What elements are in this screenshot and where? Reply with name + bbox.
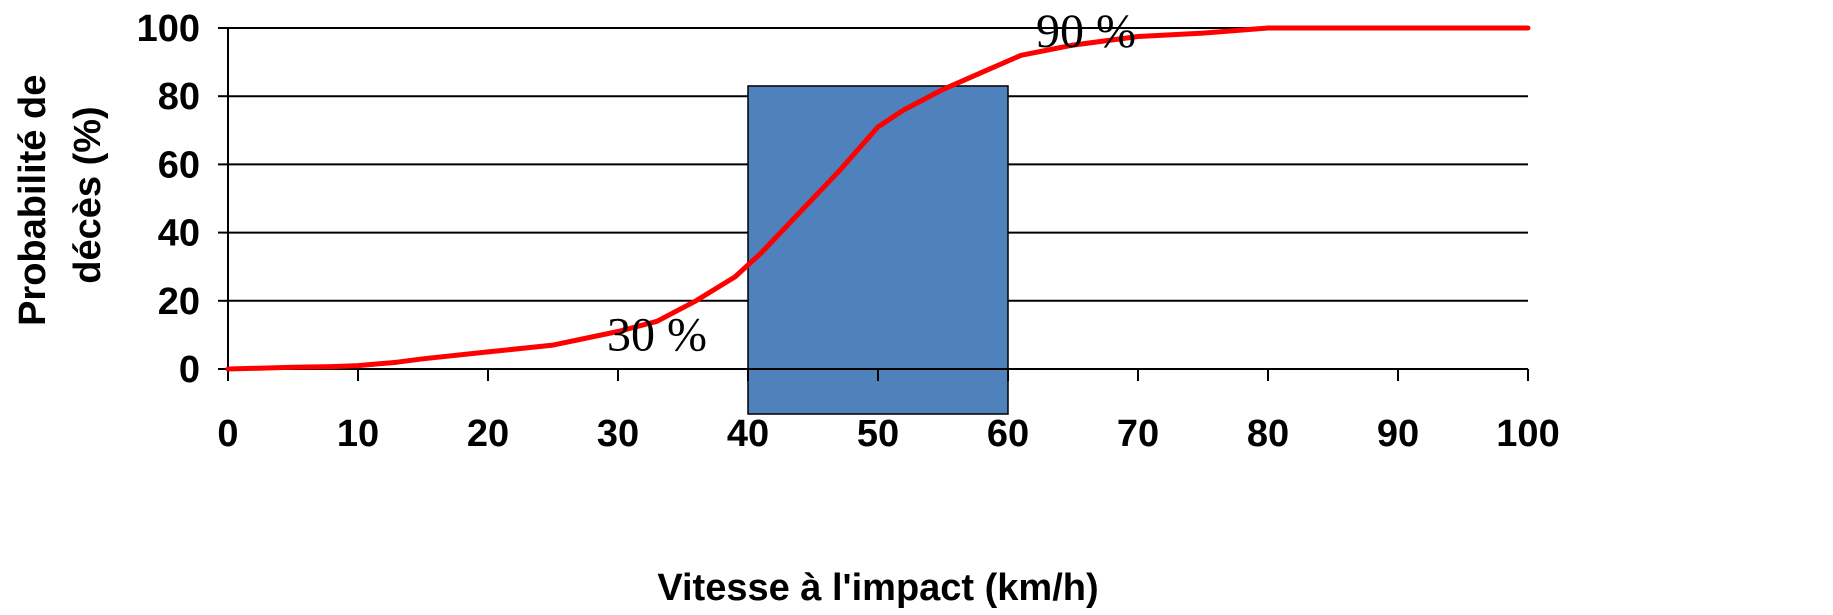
y-tick-label-40: 40 [158, 213, 200, 255]
annotation-1: 90 % [1036, 5, 1136, 58]
tick-labels: 0 20 40 60 80 100 0 10 20 30 40 50 60 70 80 90 100 [137, 8, 1560, 455]
y-tick-label-100: 100 [137, 8, 200, 50]
y-tick-label-20: 20 [158, 281, 200, 323]
x-tick-label-80: 80 [1247, 413, 1289, 455]
highlight-band [747, 85, 1009, 415]
x-tick-label-90: 90 [1377, 413, 1419, 455]
y-axis-title-line-1: Probabilité de [12, 75, 54, 326]
y-tick-label-60: 60 [158, 144, 200, 186]
x-tick-label-50: 50 [857, 413, 899, 455]
axes [218, 27, 1529, 381]
x-tick-label-30: 30 [597, 413, 639, 455]
x-tick-label-70: 70 [1117, 413, 1159, 455]
annotation-0: 30 % [607, 308, 707, 361]
x-tick-label-60: 60 [987, 413, 1029, 455]
y-tick-label-80: 80 [158, 76, 200, 118]
annotations: 30 % 90 % [607, 5, 1136, 361]
x-tick-label-20: 20 [467, 413, 509, 455]
y-axis-title-line-2: décès (%) [67, 106, 109, 283]
x-axis-title: Vitesse à l'impact (km/h) [657, 567, 1098, 609]
y-axis-title: Probabilité de décès (%) [12, 64, 109, 326]
series-line-0 [225, 25, 1531, 372]
y-tick-label-0: 0 [179, 349, 200, 391]
series-layer [225, 25, 1531, 372]
x-tick-label-0: 0 [217, 413, 238, 455]
x-tick-label-100: 100 [1496, 413, 1559, 455]
x-tick-label-40: 40 [727, 413, 769, 455]
highlight-band-layer [747, 85, 1009, 415]
x-tick-label-10: 10 [337, 413, 379, 455]
